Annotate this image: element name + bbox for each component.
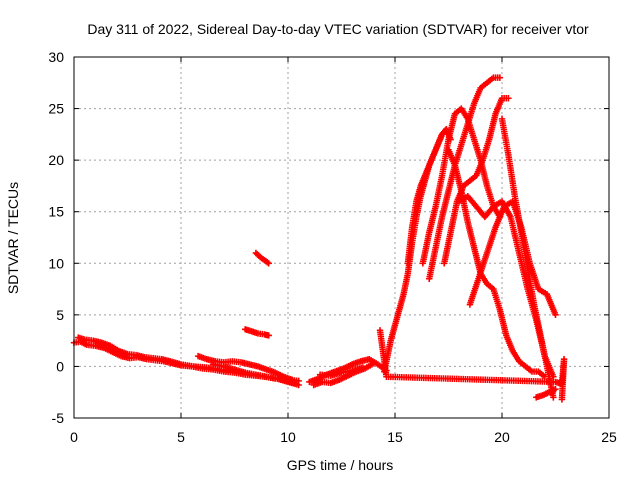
series-stray-points xyxy=(376,327,568,403)
series-baseline-track-d xyxy=(209,361,302,389)
y-axis-label: SDTVAR / TECUs xyxy=(5,182,21,294)
series-peak-track-c xyxy=(441,95,512,267)
series-isolated-segment-high xyxy=(252,249,272,267)
y-tick-labels: -5 0 5 10 15 20 25 30 xyxy=(48,49,64,426)
data-point xyxy=(505,95,512,102)
data-point xyxy=(265,332,272,339)
chart-title: Day 311 of 2022, Sidereal Day-to-day VTE… xyxy=(87,21,589,37)
y-tick-label: 20 xyxy=(48,152,64,168)
x-tick-label: 0 xyxy=(70,429,78,445)
x-tick-labels: 0 5 10 15 20 25 xyxy=(70,429,617,445)
y-tick-label: 30 xyxy=(48,49,64,65)
x-tick-label: 10 xyxy=(280,429,296,445)
data-point xyxy=(370,360,377,367)
y-tick-label: 15 xyxy=(48,204,64,220)
data-point xyxy=(552,311,559,319)
y-tick-label: 25 xyxy=(48,101,64,117)
x-tick-label: 15 xyxy=(387,429,403,445)
y-tick-label: -5 xyxy=(52,410,65,426)
y-tick-label: 5 xyxy=(56,307,64,323)
y-tick-label: 10 xyxy=(48,255,64,271)
series-isolated-segment-mid xyxy=(242,326,272,339)
data-point xyxy=(359,364,367,371)
y-tick-label: 0 xyxy=(56,358,64,374)
data-point xyxy=(552,385,559,393)
plot-frame xyxy=(73,56,610,419)
series-fall-track-a xyxy=(445,146,548,380)
data-marks xyxy=(70,74,568,403)
series-late-track-d xyxy=(498,115,557,401)
data-point xyxy=(550,394,557,401)
series-peak-track-b xyxy=(426,74,504,282)
x-axis-label: GPS time / hours xyxy=(287,457,394,473)
series-rise-track-a xyxy=(381,126,450,375)
data-point xyxy=(496,74,504,81)
data-point xyxy=(265,260,272,267)
series-late-track-e xyxy=(533,385,559,401)
x-tick-label: 25 xyxy=(601,429,617,445)
x-tick-label: 5 xyxy=(177,429,185,445)
series-midday-track-c xyxy=(316,364,367,379)
grid-lines xyxy=(73,56,610,419)
data-point xyxy=(558,396,566,403)
x-tick-label: 20 xyxy=(494,429,510,445)
data-point xyxy=(295,381,302,389)
